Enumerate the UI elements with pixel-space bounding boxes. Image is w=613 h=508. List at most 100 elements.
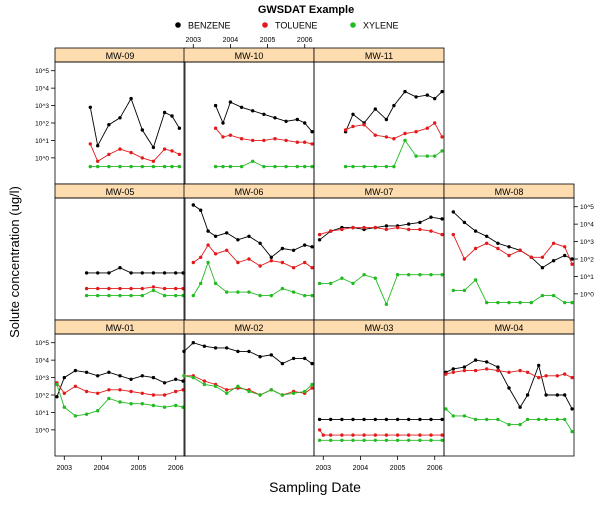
data-point-mw-04-benzene [518, 405, 522, 409]
data-point-mw-06-toluene [191, 260, 195, 265]
data-point-mw-09-toluene [107, 152, 111, 157]
data-point-mw-03-toluene [429, 433, 433, 437]
data-point-mw-11-xylene [384, 164, 389, 169]
x-tick-label: 2006 [297, 37, 313, 44]
data-point-mw-02-xylene [291, 391, 296, 395]
data-point-mw-06-benzene [206, 229, 210, 233]
data-point-mw-06-toluene [213, 252, 218, 256]
data-point-mw-07-toluene [362, 225, 366, 230]
data-point-mw-09-benzene [140, 128, 144, 132]
data-point-mw-02-xylene [303, 389, 307, 394]
panel-frame-mw-11 [313, 61, 445, 185]
x-tick-label: 2004 [353, 465, 369, 472]
series-line-mw-10-benzene [215, 101, 313, 132]
data-point-mw-06-xylene [206, 260, 210, 265]
data-point-mw-09-xylene [162, 164, 167, 169]
panel-title-mw-09: MW-09 [106, 51, 135, 61]
data-point-mw-02-xylene [191, 375, 195, 380]
data-point-mw-03-toluene [384, 433, 389, 437]
data-point-mw-04-benzene [563, 393, 567, 397]
data-point-mw-01-xylene [107, 396, 111, 401]
data-point-mw-11-xylene [373, 164, 377, 169]
data-point-mw-10-xylene [310, 164, 314, 169]
data-point-mw-09-toluene [177, 152, 182, 157]
data-point-mw-11-toluene [343, 128, 348, 132]
data-point-mw-11-toluene [351, 124, 355, 129]
series-line-mw-11-xylene [345, 139, 443, 168]
data-point-mw-08-benzene [485, 234, 489, 238]
y-tick-label: 10^1 [35, 410, 49, 417]
data-point-mw-02-benzene [258, 355, 262, 359]
data-point-mw-03-benzene [362, 417, 366, 422]
y-tick-label: 10^3 [35, 103, 49, 110]
data-point-mw-06-benzene [225, 231, 229, 235]
data-point-mw-06-xylene [269, 293, 273, 298]
panel-mw-08: MW-08 [443, 183, 575, 321]
data-point-mw-01-toluene [84, 389, 89, 394]
data-point-mw-08-xylene [473, 278, 478, 282]
series-line-mw-04-xylene [445, 408, 573, 432]
data-point-mw-06-toluene [310, 266, 314, 270]
data-point-mw-11-toluene [373, 133, 377, 137]
data-point-mw-02-xylene [225, 391, 229, 395]
data-point-mw-08-xylene [518, 300, 522, 305]
data-point-mw-05-benzene [107, 271, 111, 275]
data-point-mw-06-xylene [213, 281, 218, 286]
data-point-mw-04-benzene [451, 367, 455, 371]
y-tick-label: 10^2 [580, 257, 594, 264]
series-line-mw-04-benzene [445, 359, 573, 410]
data-point-mw-08-toluene [485, 241, 489, 245]
panel-frame-mw-04 [443, 333, 575, 457]
data-point-mw-07-benzene [407, 222, 411, 226]
data-point-mw-04-toluene [462, 368, 467, 373]
data-point-mw-02-toluene [225, 388, 229, 392]
legend-marker-toluene [262, 22, 268, 28]
data-point-mw-08-xylene [462, 288, 467, 293]
data-point-mw-08-xylene [451, 288, 455, 293]
data-point-mw-01-toluene [118, 388, 122, 392]
data-point-mw-07-toluene [384, 227, 389, 232]
data-point-mw-07-xylene [440, 273, 444, 277]
data-point-mw-11-toluene [440, 135, 444, 139]
series-line-mw-07-toluene [319, 227, 443, 236]
data-point-mw-09-xylene [118, 164, 122, 169]
legend-marker-xylene [350, 22, 356, 28]
x-tick-label: 2003 [185, 37, 201, 44]
data-point-mw-08-xylene [551, 293, 556, 298]
panel-title-mw-10: MW-10 [235, 51, 264, 61]
data-point-mw-04-toluene [525, 370, 530, 374]
data-point-mw-03-benzene [418, 417, 422, 422]
data-point-mw-10-benzene [262, 112, 266, 117]
data-point-mw-04-benzene [570, 407, 574, 411]
data-point-mw-09-xylene [151, 164, 156, 169]
data-point-mw-11-toluene [362, 123, 366, 127]
data-point-mw-11-benzene [384, 117, 389, 122]
panel-title-mw-02: MW-02 [235, 323, 264, 333]
data-point-mw-03-benzene [407, 417, 411, 422]
data-point-mw-05-xylene [118, 293, 122, 298]
data-point-mw-06-benzene [247, 234, 251, 238]
data-point-mw-11-xylene [425, 154, 429, 158]
data-point-mw-09-xylene [107, 164, 111, 169]
data-point-mw-02-xylene [280, 393, 285, 397]
data-point-mw-03-toluene [317, 428, 322, 432]
data-point-mw-07-xylene [384, 302, 389, 306]
data-point-mw-01-benzene [162, 381, 167, 385]
data-point-mw-09-benzene [96, 144, 100, 148]
y-tick-label: 10^0 [35, 427, 49, 434]
data-point-mw-04-toluene [518, 368, 522, 373]
panel-mw-05: MW-05 [54, 183, 186, 321]
y-tick-label: 10^5 [580, 204, 594, 211]
data-point-mw-06-xylene [199, 281, 203, 286]
data-point-mw-11-xylene [440, 149, 444, 153]
data-point-mw-06-toluene [236, 260, 240, 265]
data-point-mw-04-benzene [537, 363, 541, 368]
data-point-mw-04-xylene [544, 417, 548, 422]
data-point-mw-10-xylene [213, 164, 218, 169]
data-point-mw-05-toluene [129, 286, 133, 291]
data-point-mw-08-benzene [551, 259, 556, 263]
data-point-mw-01-xylene [140, 402, 144, 406]
data-point-mw-04-xylene [444, 407, 448, 411]
data-point-mw-09-xylene [96, 164, 100, 169]
